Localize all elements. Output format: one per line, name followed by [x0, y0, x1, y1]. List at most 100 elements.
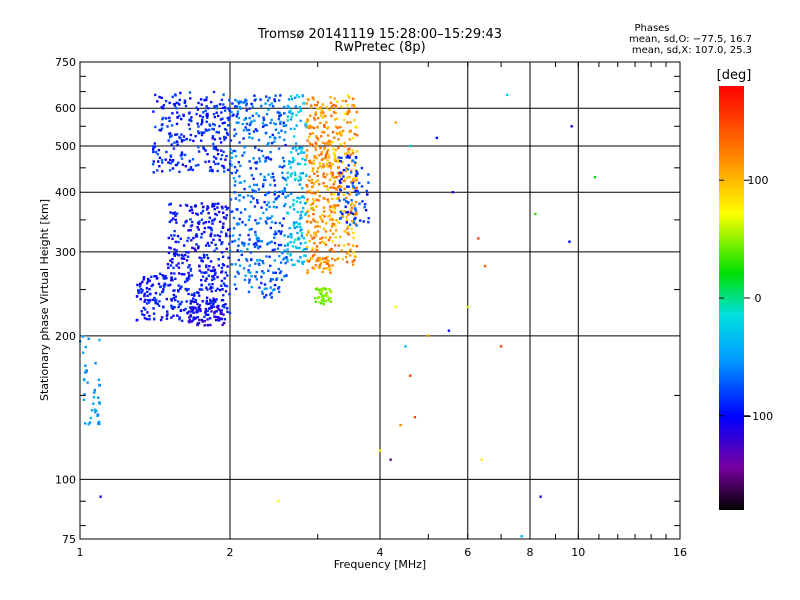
data-point — [261, 260, 264, 263]
data-point — [222, 103, 225, 106]
data-point — [198, 264, 201, 267]
data-point — [93, 391, 96, 394]
data-point — [281, 192, 285, 195]
data-point — [272, 175, 275, 179]
data-point — [177, 262, 180, 265]
data-point — [303, 247, 306, 251]
data-point — [194, 135, 197, 138]
data-point — [139, 288, 143, 291]
data-point — [284, 195, 287, 198]
data-point — [331, 232, 335, 236]
data-point — [229, 160, 232, 163]
data-point — [310, 234, 313, 237]
data-point — [284, 179, 288, 182]
data-point — [331, 223, 334, 226]
data-point — [322, 157, 325, 160]
data-point — [367, 181, 370, 184]
data-point — [278, 111, 281, 114]
data-point — [144, 308, 147, 311]
data-point — [334, 148, 338, 152]
data-point — [328, 287, 331, 291]
data-point — [343, 141, 346, 145]
data-point — [329, 300, 333, 303]
data-point — [222, 93, 225, 96]
data-point — [264, 102, 267, 105]
data-point — [218, 308, 221, 311]
data-point — [97, 396, 100, 399]
data-point — [189, 315, 192, 318]
data-point — [305, 156, 308, 159]
data-point — [321, 103, 325, 106]
data-point — [325, 260, 328, 263]
data-point — [243, 100, 246, 103]
data-point — [225, 208, 229, 211]
data-point — [288, 162, 291, 166]
data-point — [353, 259, 356, 262]
data-point — [194, 249, 197, 252]
data-point — [217, 316, 220, 319]
data-point — [219, 141, 223, 144]
data-point — [167, 139, 170, 142]
data-point — [150, 275, 153, 278]
data-point — [181, 261, 184, 265]
data-point — [345, 252, 349, 255]
data-point — [337, 185, 340, 189]
data-point — [206, 206, 210, 209]
data-point — [316, 101, 320, 104]
data-point — [208, 265, 211, 268]
data-point — [338, 132, 341, 135]
data-point — [296, 259, 300, 263]
data-point — [335, 117, 339, 120]
data-point — [190, 274, 194, 277]
data-point — [568, 240, 571, 243]
data-point — [84, 371, 87, 374]
data-point — [205, 271, 208, 274]
data-point — [534, 212, 537, 216]
data-point — [339, 210, 342, 214]
data-point — [305, 126, 308, 129]
data-point — [289, 233, 292, 236]
data-point — [197, 306, 200, 309]
data-point — [210, 227, 213, 230]
data-point — [204, 307, 208, 311]
data-point — [325, 165, 329, 168]
data-point — [180, 117, 183, 121]
data-point — [152, 160, 155, 163]
data-point — [219, 157, 223, 161]
data-point — [162, 116, 165, 120]
data-point — [362, 220, 365, 223]
data-point — [188, 274, 191, 277]
data-point — [152, 146, 155, 149]
data-point — [324, 156, 327, 159]
data-point — [191, 211, 194, 214]
data-point — [214, 202, 217, 206]
data-point — [170, 219, 173, 222]
data-point — [205, 244, 208, 247]
data-point — [187, 276, 190, 280]
data-point — [308, 141, 312, 145]
data-point — [191, 168, 195, 172]
data-point — [146, 277, 150, 281]
data-point — [323, 148, 326, 151]
data-point — [297, 179, 300, 182]
data-point — [197, 245, 200, 248]
data-point — [195, 243, 198, 246]
chart-subtitle: RwPretec (8p) — [334, 40, 426, 55]
data-point — [313, 236, 316, 239]
data-point — [196, 122, 199, 125]
data-point — [200, 131, 203, 134]
data-point — [297, 222, 300, 226]
data-point — [211, 286, 214, 289]
data-point — [313, 103, 317, 107]
data-point — [312, 98, 315, 101]
data-point — [176, 314, 179, 317]
data-point — [409, 374, 412, 377]
data-point — [335, 229, 338, 232]
data-point — [212, 219, 215, 222]
data-point — [207, 274, 210, 277]
data-point — [336, 204, 340, 207]
stats-x-mode: mean, sd,X: 107.0, 25.3 — [631, 45, 752, 56]
data-point — [307, 159, 311, 163]
data-point — [299, 108, 302, 111]
data-point — [309, 203, 313, 206]
